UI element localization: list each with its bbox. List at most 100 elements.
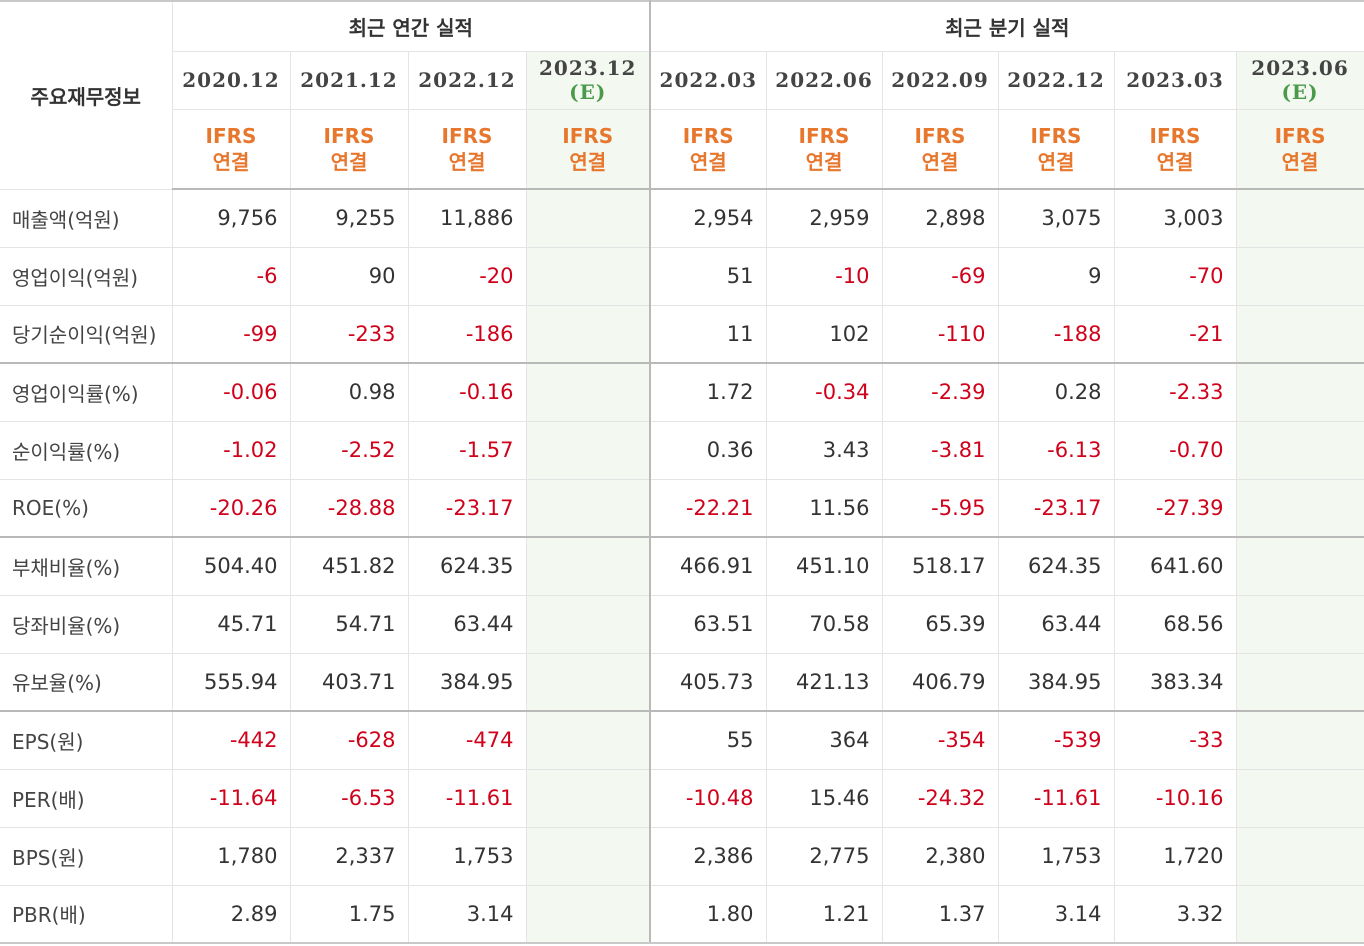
value-cell: 3,003 (1113, 188, 1237, 248)
ifrs-header: IFRS 연결 (881, 108, 999, 190)
period-label: 2022.09 (891, 68, 989, 92)
value-cell: -11.61 (997, 768, 1115, 828)
value-cell: -628 (289, 710, 409, 770)
value-cell (525, 420, 652, 480)
value-cell: -110 (881, 304, 999, 364)
ifrs-label: IFRS (562, 123, 614, 148)
row-label: EPS(원) (0, 710, 173, 770)
value-cell: -10.16 (1113, 768, 1237, 828)
value-cell: 11.56 (765, 478, 883, 538)
row-label: 당기순이익(억원) (0, 304, 173, 364)
value-cell: 54.71 (289, 594, 409, 654)
value-cell (525, 188, 652, 248)
value-cell: 2,380 (881, 826, 999, 886)
table-row: 영업이익(억원) -6 90 -20 51 -10 -69 9 -70 (0, 246, 1364, 306)
value-cell: 55 (649, 710, 767, 770)
row-label: 순이익률(%) (0, 420, 173, 480)
value-cell: -28.88 (289, 478, 409, 538)
value-cell: 555.94 (171, 652, 291, 712)
value-cell: 2,954 (649, 188, 767, 248)
value-cell (525, 710, 652, 770)
value-cell: -23.17 (997, 478, 1115, 538)
value-cell: -3.81 (881, 420, 999, 480)
table-row: EPS(원) -442 -628 -474 55 364 -354 -539 -33 (0, 710, 1364, 770)
value-cell (525, 594, 652, 654)
ifrs-header: IFRS 연결 (1235, 108, 1364, 190)
table-row: BPS(원) 1,780 2,337 1,753 2,386 2,775 2,380 1,75… (0, 826, 1364, 886)
value-cell: -186 (407, 304, 527, 364)
period-header: 2022.09 (881, 50, 999, 110)
row-label: 영업이익률(%) (0, 362, 173, 422)
table-row: 영업이익률(%) -0.06 0.98 -0.16 1.72 -0.34 -2.39 0.28… (0, 362, 1364, 422)
value-cell: 641.60 (1113, 536, 1237, 596)
value-cell (1235, 652, 1364, 712)
value-cell: 406.79 (881, 652, 999, 712)
estimate-marker: (E) (1281, 80, 1319, 104)
row-label: 유보율(%) (0, 652, 173, 712)
value-cell: 63.44 (407, 594, 527, 654)
value-cell: -188 (997, 304, 1115, 364)
row-label: BPS(원) (0, 826, 173, 886)
ifrs-header: IFRS 연결 (171, 108, 291, 190)
value-cell (525, 362, 652, 422)
period-header: 2022.03 (649, 50, 767, 110)
value-cell (525, 536, 652, 596)
table-row: PBR(배) 2.89 1.75 3.14 1.80 1.21 1.37 3.14 3.32 (0, 884, 1364, 944)
ifrs-label: IFRS (1030, 123, 1082, 148)
value-cell: -474 (407, 710, 527, 770)
value-cell (1235, 420, 1364, 480)
value-cell: 11,886 (407, 188, 527, 248)
value-cell: 1,780 (171, 826, 291, 886)
ifrs-label: IFRS (441, 123, 493, 148)
value-cell: 2,959 (765, 188, 883, 248)
value-cell: 518.17 (881, 536, 999, 596)
ifrs-label: IFRS (1149, 123, 1201, 148)
consolidated-label: 연결 (212, 149, 250, 174)
value-cell: -0.16 (407, 362, 527, 422)
value-cell: 45.71 (171, 594, 291, 654)
table-body: 매출액(억원) 9,756 9,255 11,886 2,954 2,959 2,898 3,… (0, 188, 1364, 944)
value-cell: 63.44 (997, 594, 1115, 654)
consolidated-label: 연결 (448, 149, 486, 174)
table-row: 매출액(억원) 9,756 9,255 11,886 2,954 2,959 2,898 3,… (0, 188, 1364, 248)
ifrs-header: IFRS 연결 (525, 108, 652, 190)
ifrs-header: IFRS 연결 (1113, 108, 1237, 190)
consolidated-label: 연결 (330, 149, 368, 174)
period-header: 2023.06 (E) (1235, 50, 1364, 110)
header-group-row: 주요재무정보 최근 연간 실적 최근 분기 실적 (0, 0, 1364, 190)
value-cell: -69 (881, 246, 999, 306)
value-cell: 1.21 (765, 884, 883, 944)
value-cell: 1,753 (407, 826, 527, 886)
ifrs-label: IFRS (1274, 123, 1326, 148)
value-cell: -20.26 (171, 478, 291, 538)
period-header: 2022.12 (407, 50, 527, 110)
row-label: PBR(배) (0, 884, 173, 944)
ifrs-label: IFRS (205, 123, 257, 148)
value-cell: 102 (765, 304, 883, 364)
value-cell: -2.33 (1113, 362, 1237, 422)
value-cell: 384.95 (997, 652, 1115, 712)
period-header: 2022.12 (997, 50, 1115, 110)
value-cell (525, 246, 652, 306)
value-cell: -99 (171, 304, 291, 364)
value-cell: 1.75 (289, 884, 409, 944)
value-cell: 405.73 (649, 652, 767, 712)
value-cell (525, 652, 652, 712)
value-cell: -10 (765, 246, 883, 306)
value-cell: 624.35 (997, 536, 1115, 596)
value-cell: 451.82 (289, 536, 409, 596)
value-cell: -2.52 (289, 420, 409, 480)
value-cell: 9,255 (289, 188, 409, 248)
value-cell: 2.89 (171, 884, 291, 944)
ifrs-header: IFRS 연결 (765, 108, 883, 190)
value-cell: -11.61 (407, 768, 527, 828)
table-row: 순이익률(%) -1.02 -2.52 -1.57 0.36 3.43 -3.81 -6.13… (0, 420, 1364, 480)
value-cell: 15.46 (765, 768, 883, 828)
value-cell (1235, 304, 1364, 364)
table-row: 유보율(%) 555.94 403.71 384.95 405.73 421.13 406.… (0, 652, 1364, 712)
value-cell: 383.34 (1113, 652, 1237, 712)
value-cell: 2,337 (289, 826, 409, 886)
ifrs-label: IFRS (323, 123, 375, 148)
value-cell: -0.70 (1113, 420, 1237, 480)
